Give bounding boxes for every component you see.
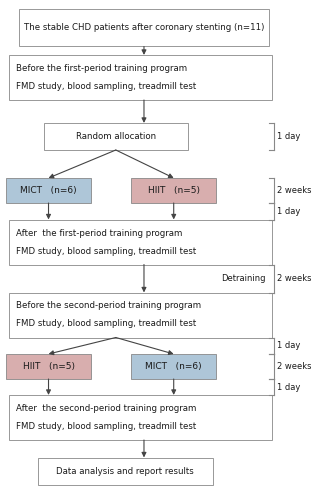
Text: 1 day: 1 day — [277, 207, 300, 216]
Text: 2 weeks: 2 weeks — [277, 186, 311, 195]
Text: Detraining: Detraining — [222, 274, 266, 283]
Text: FMD study, blood sampling, treadmill test: FMD study, blood sampling, treadmill tes… — [16, 422, 196, 431]
Text: 1 day: 1 day — [277, 132, 300, 141]
FancyBboxPatch shape — [44, 122, 188, 150]
FancyBboxPatch shape — [9, 292, 272, 338]
FancyBboxPatch shape — [19, 9, 269, 46]
Text: MICT   (n=6): MICT (n=6) — [20, 186, 77, 195]
FancyBboxPatch shape — [6, 178, 91, 203]
FancyBboxPatch shape — [9, 220, 272, 264]
FancyBboxPatch shape — [131, 178, 216, 203]
FancyBboxPatch shape — [6, 354, 91, 379]
Text: The stable CHD patients after coronary stenting (n=11): The stable CHD patients after coronary s… — [24, 23, 264, 32]
Text: FMD study, blood sampling, treadmill test: FMD study, blood sampling, treadmill tes… — [16, 82, 196, 91]
Text: 2 weeks: 2 weeks — [277, 362, 311, 371]
FancyBboxPatch shape — [9, 395, 272, 440]
Text: After  the second-period training program: After the second-period training program — [16, 404, 196, 413]
Text: Data analysis and report results: Data analysis and report results — [56, 467, 194, 476]
Text: Random allocation: Random allocation — [76, 132, 156, 141]
Text: HIIT   (n=5): HIIT (n=5) — [23, 362, 74, 371]
FancyBboxPatch shape — [131, 354, 216, 379]
Text: FMD study, blood sampling, treadmill test: FMD study, blood sampling, treadmill tes… — [16, 246, 196, 256]
Text: After  the first-period training program: After the first-period training program — [16, 228, 182, 237]
Text: 1 day: 1 day — [277, 382, 300, 392]
Text: MICT   (n=6): MICT (n=6) — [146, 362, 202, 371]
FancyBboxPatch shape — [38, 458, 213, 485]
Text: HIIT   (n=5): HIIT (n=5) — [148, 186, 200, 195]
Text: Before the second-period training program: Before the second-period training progra… — [16, 302, 201, 310]
Text: 1 day: 1 day — [277, 342, 300, 350]
Text: FMD study, blood sampling, treadmill test: FMD study, blood sampling, treadmill tes… — [16, 320, 196, 328]
FancyBboxPatch shape — [9, 55, 272, 100]
Text: 2 weeks: 2 weeks — [277, 274, 311, 283]
Text: Before the first-period training program: Before the first-period training program — [16, 64, 187, 73]
